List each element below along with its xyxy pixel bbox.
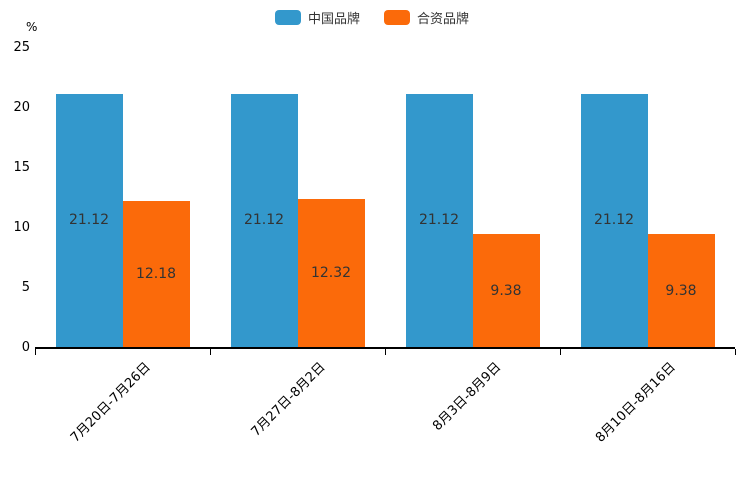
x-tick-mark bbox=[385, 349, 386, 355]
bar-series-0-group-1[interactable]: 21.12 bbox=[230, 93, 298, 347]
bar-value-label: 21.12 bbox=[418, 212, 460, 229]
bar-series-1-group-1[interactable]: 12.32 bbox=[297, 199, 365, 347]
y-tick-label: 15 bbox=[13, 160, 30, 175]
x-category-label: 8月3日-8月9日 bbox=[429, 359, 504, 434]
bar-value-label: 12.18 bbox=[135, 265, 177, 282]
legend-label: 中国品牌 bbox=[307, 12, 360, 27]
bar-series-1-group-2[interactable]: 9.38 bbox=[472, 234, 540, 347]
bar-series-0-group-0[interactable]: 21.12 bbox=[55, 93, 123, 347]
y-axis-unit-label: % bbox=[26, 20, 38, 34]
y-tick-label: 5 bbox=[21, 280, 30, 295]
bar-value-label: 12.32 bbox=[310, 265, 352, 282]
bar-value-label: 21.12 bbox=[593, 212, 635, 229]
legend: 中国品牌 合资品牌 bbox=[0, 8, 744, 27]
bar-series-0-group-3[interactable]: 21.12 bbox=[580, 93, 648, 347]
y-tick-label: 20 bbox=[13, 100, 30, 115]
bar-value-label: 21.12 bbox=[243, 212, 285, 229]
x-tick-mark bbox=[560, 349, 561, 355]
bar-value-label: 9.38 bbox=[665, 282, 697, 299]
x-category-label: 8月10日-8月16日 bbox=[593, 359, 679, 446]
x-category-label: 7月27日-8月2日 bbox=[248, 359, 329, 440]
legend-item-series-1[interactable]: 合资品牌 bbox=[384, 8, 469, 27]
x-category-label: 7月20日-7月26日 bbox=[68, 359, 154, 446]
x-tick-mark bbox=[735, 349, 736, 355]
bar-series-1-group-3[interactable]: 9.38 bbox=[647, 234, 715, 347]
x-axis-line bbox=[35, 347, 735, 349]
legend-swatch-icon bbox=[384, 10, 410, 25]
legend-label: 合资品牌 bbox=[417, 12, 470, 27]
y-tick-label: 0 bbox=[21, 340, 30, 355]
legend-swatch-icon bbox=[274, 10, 301, 25]
y-tick-label: 25 bbox=[13, 40, 30, 55]
bar-series-0-group-2[interactable]: 21.12 bbox=[405, 93, 473, 347]
bar-series-1-group-0[interactable]: 12.18 bbox=[122, 200, 190, 347]
x-tick-mark bbox=[210, 349, 211, 355]
legend-item-series-0[interactable]: 中国品牌 bbox=[274, 8, 360, 27]
x-tick-mark bbox=[35, 349, 36, 355]
bar-value-label: 21.12 bbox=[68, 212, 110, 229]
bar-value-label: 9.38 bbox=[490, 282, 522, 299]
y-tick-label: 10 bbox=[13, 220, 30, 235]
